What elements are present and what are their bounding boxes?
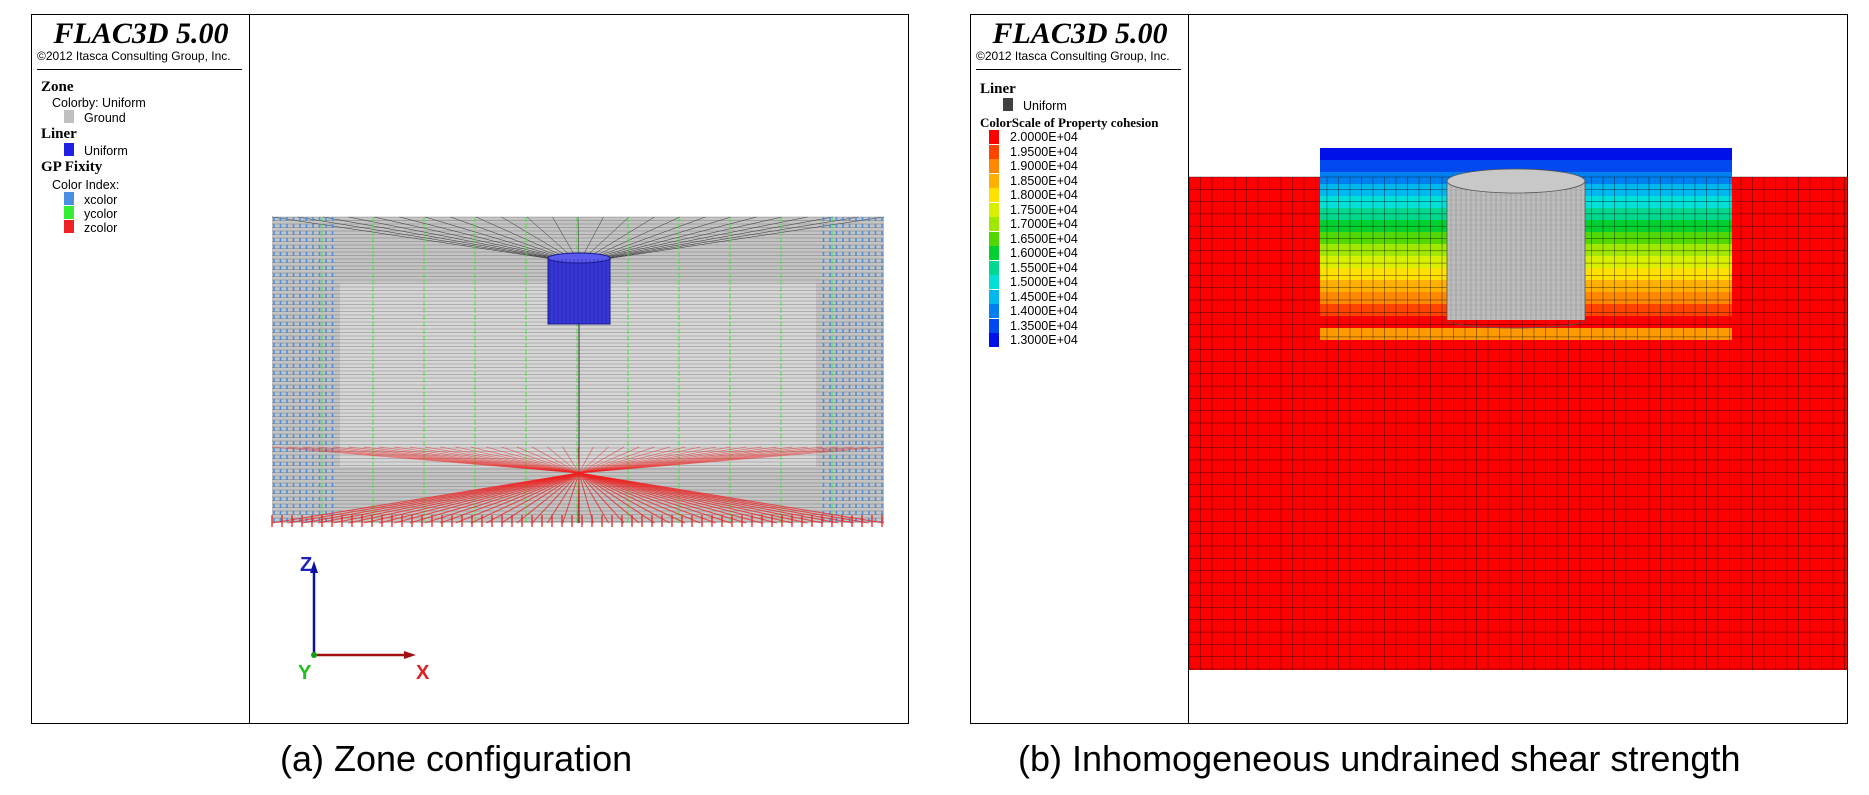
color-scale-swatch — [989, 159, 999, 173]
app-title: FLAC3D 5.00 — [992, 17, 1168, 50]
color-scale-label: 1.7000E+04 — [1010, 217, 1078, 231]
color-scale-swatch — [989, 333, 999, 347]
copyright-text: ©2012 Itasca Consulting Group, Inc. — [976, 49, 1170, 63]
liner-swatch — [64, 143, 74, 156]
color-scale-label: 1.4000E+04 — [1010, 304, 1078, 318]
color-scale-swatch — [989, 318, 999, 333]
pile-cylinder-bottom — [1446, 319, 1586, 329]
liner-cylinder-top — [547, 252, 611, 264]
color-scale-swatch — [989, 304, 999, 318]
color-scale-swatch — [989, 231, 999, 246]
color-scale-label: 1.9000E+04 — [1010, 159, 1078, 173]
model-viewport[interactable]: Z X Y — [250, 15, 908, 723]
ground-swatch — [64, 110, 74, 123]
ground-label: Ground — [84, 111, 126, 125]
color-scale-swatch — [989, 275, 999, 289]
cohesion-band — [1320, 148, 1732, 160]
color-scale-label: 1.5500E+04 — [1010, 260, 1078, 275]
color-scale-label: 1.6500E+04 — [1010, 231, 1078, 246]
panel-shear-strength: FLAC3D 5.00 ©2012 Itasca Consulting Grou… — [970, 14, 1848, 724]
color-scale-swatch — [989, 260, 999, 275]
color-scale-label: 1.6000E+04 — [1010, 246, 1078, 260]
caption-b: (b) Inhomogeneous undrained shear streng… — [1018, 738, 1741, 779]
color-scale-swatch — [989, 289, 999, 304]
zcolor-label: zcolor — [84, 221, 118, 235]
liner-header: Liner — [41, 126, 77, 142]
color-scale-label: 1.9500E+04 — [1010, 144, 1078, 159]
xcolor-swatch — [64, 192, 74, 205]
legend-panel: FLAC3D 5.00 ©2012 Itasca Consulting Grou… — [32, 15, 250, 723]
colorby-text: Colorby: Uniform — [52, 96, 146, 110]
model-viewport[interactable] — [1189, 15, 1847, 723]
color-scale-swatch — [989, 130, 999, 144]
x-axis-arrow-icon — [404, 651, 416, 659]
ycolor-swatch — [64, 206, 74, 219]
colorscale-header: ColorScale of Property cohesion — [980, 115, 1159, 130]
color-index-label: Color Index: — [52, 178, 120, 192]
color-scale-swatch — [989, 217, 999, 231]
cohesion-band — [1320, 160, 1732, 172]
ycolor-label: ycolor — [84, 207, 118, 221]
zone-mesh-view: Z X Y — [271, 216, 885, 684]
zcolor-swatch — [64, 220, 74, 233]
color-scale-label: 1.3500E+04 — [1010, 318, 1078, 333]
cohesion-band — [1320, 316, 1732, 328]
y-axis-dot — [311, 652, 317, 658]
liner-cylinder — [547, 257, 611, 325]
liner-uniform-label: Uniform — [84, 144, 128, 158]
caption-a: (a) Zone configuration — [280, 738, 633, 779]
zone-header: Zone — [41, 79, 74, 95]
pile-cylinder-top — [1446, 168, 1586, 194]
color-scale-label: 1.8000E+04 — [1010, 188, 1078, 202]
legend-divider — [976, 69, 1181, 70]
cohesion-band — [1320, 328, 1732, 340]
zone-mesh-lines — [271, 216, 885, 527]
color-scale-swatch — [989, 144, 999, 159]
liner-uniform-label: Uniform — [1023, 99, 1067, 113]
z-axis-arrow-icon — [310, 561, 318, 573]
color-scale-swatch — [989, 173, 999, 188]
color-scale-label: 1.5000E+04 — [1010, 275, 1078, 289]
cohesion-contour-view — [1189, 148, 1847, 670]
color-scale-swatch — [989, 188, 999, 202]
legend-panel: FLAC3D 5.00 ©2012 Itasca Consulting Grou… — [971, 15, 1189, 723]
color-scale-label: 2.0000E+04 — [1010, 130, 1078, 144]
color-scale-swatch — [989, 246, 999, 260]
liner-header: Liner — [980, 81, 1016, 97]
xcolor-label: xcolor — [84, 193, 118, 207]
copyright-text: ©2012 Itasca Consulting Group, Inc. — [37, 49, 231, 63]
color-scale-label: 1.8500E+04 — [1010, 173, 1078, 188]
pile-mesh-lines — [1447, 181, 1585, 320]
y-axis-label: Y — [298, 662, 312, 684]
z-axis-label: Z — [300, 554, 312, 576]
legend-divider — [37, 69, 242, 70]
panel-zone-configuration: FLAC3D 5.00 ©2012 Itasca Consulting Grou… — [31, 14, 909, 724]
color-scale-swatch — [989, 202, 999, 217]
app-title: FLAC3D 5.00 — [53, 17, 229, 50]
color-scale-label: 1.4500E+04 — [1010, 289, 1078, 304]
liner-swatch — [1003, 98, 1013, 111]
x-axis-label: X — [416, 662, 430, 684]
gp-fixity-header: GP Fixity — [41, 159, 103, 175]
color-scale-label: 1.7500E+04 — [1010, 202, 1078, 217]
color-scale-label: 1.3000E+04 — [1010, 333, 1078, 347]
liner-mesh-lines — [549, 259, 607, 324]
